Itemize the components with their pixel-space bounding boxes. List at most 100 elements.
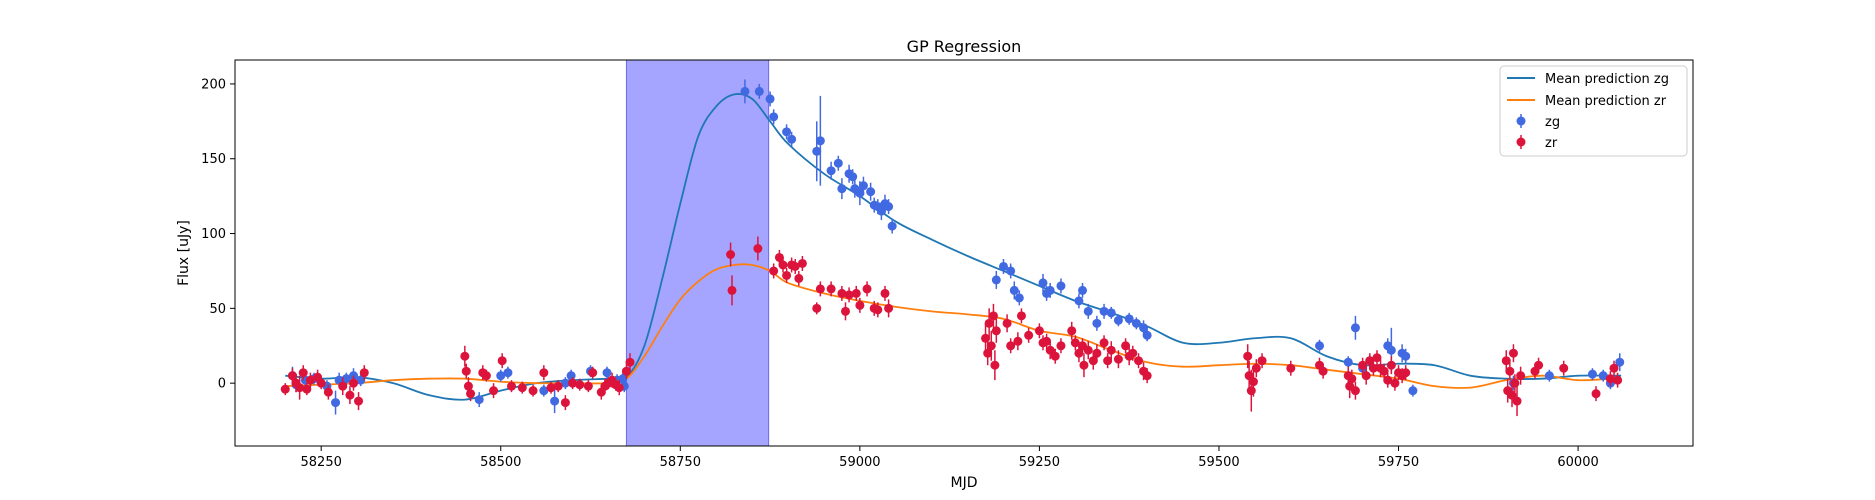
data-point-zr bbox=[349, 378, 359, 388]
data-point-zr bbox=[517, 383, 527, 393]
data-point-zg bbox=[754, 86, 764, 96]
data-point-zg bbox=[787, 134, 797, 144]
data-point-zg bbox=[991, 275, 1001, 285]
data-point-zr bbox=[1516, 371, 1526, 381]
data-point-zr bbox=[539, 368, 549, 378]
data-point-zr bbox=[1508, 348, 1518, 358]
data-point-zg bbox=[1386, 345, 1396, 355]
data-point-zr bbox=[1512, 396, 1522, 406]
data-point-zg bbox=[884, 202, 894, 212]
x-tick-label: 58500 bbox=[480, 455, 521, 470]
data-point-zg bbox=[618, 374, 628, 384]
data-point-zr bbox=[1510, 378, 1520, 388]
data-point-zr bbox=[1534, 360, 1544, 370]
data-point-zr bbox=[837, 288, 847, 298]
data-point-zr bbox=[1006, 341, 1016, 351]
data-point-zr bbox=[287, 371, 297, 381]
data-point-zg bbox=[999, 261, 1009, 271]
data-point-zg bbox=[866, 187, 876, 197]
data-point-zr bbox=[1401, 368, 1411, 378]
data-point-zr bbox=[1142, 371, 1152, 381]
data-point-zr bbox=[782, 270, 792, 280]
data-point-zg bbox=[1099, 306, 1109, 316]
data-point-zr bbox=[753, 244, 763, 254]
data-point-zr bbox=[1559, 363, 1569, 373]
data-point-zg bbox=[566, 371, 576, 381]
data-point-zr bbox=[726, 249, 736, 259]
data-point-zr bbox=[553, 381, 563, 391]
data-point-zr bbox=[1056, 341, 1066, 351]
data-point-zr bbox=[1070, 338, 1080, 348]
data-point-zg bbox=[855, 188, 865, 198]
data-point-zr bbox=[560, 398, 570, 408]
data-point-zr bbox=[1079, 360, 1089, 370]
data-point-zg bbox=[1587, 369, 1597, 379]
data-point-zr bbox=[983, 348, 993, 358]
data-point-zr bbox=[1121, 341, 1131, 351]
data-point-zr bbox=[986, 341, 996, 351]
data-point-zr bbox=[323, 387, 333, 397]
x-tick-label: 58750 bbox=[660, 455, 701, 470]
data-point-zg bbox=[740, 86, 750, 96]
data-point-zg bbox=[876, 206, 886, 216]
data-point-zr bbox=[1042, 336, 1052, 346]
data-point-zr bbox=[1507, 390, 1517, 400]
data-point-zg bbox=[837, 184, 847, 194]
data-point-zr bbox=[1501, 356, 1511, 366]
data-point-zg bbox=[848, 172, 858, 182]
data-point-zr bbox=[1361, 371, 1371, 381]
data-point-zr bbox=[1024, 330, 1034, 340]
data-point-zg bbox=[1142, 330, 1152, 340]
data-point-zr bbox=[990, 360, 1000, 370]
data-point-zg bbox=[1544, 371, 1554, 381]
data-point-zg bbox=[356, 375, 366, 385]
data-point-zr bbox=[851, 288, 861, 298]
legend-label-points-zr: zr bbox=[1545, 136, 1558, 151]
x-axis-ticks: 58250 58500 58750 59000 59250 59500 59750 60000 bbox=[301, 446, 1599, 470]
data-point-zg bbox=[474, 395, 484, 405]
data-point-zg bbox=[1113, 315, 1123, 325]
data-point-zr bbox=[1099, 338, 1109, 348]
data-point-zr bbox=[1591, 389, 1601, 399]
data-point-zr bbox=[507, 381, 517, 391]
data-point-zg bbox=[815, 136, 825, 146]
data-point-zg bbox=[1014, 293, 1024, 303]
data-point-zr bbox=[790, 261, 800, 271]
data-point-zr bbox=[1368, 363, 1378, 373]
data-point-zr bbox=[984, 318, 994, 328]
data-point-zr bbox=[1128, 348, 1138, 358]
data-point-zr bbox=[1613, 375, 1623, 385]
data-point-zr bbox=[815, 284, 825, 294]
points-zr bbox=[280, 236, 1623, 417]
data-point-zr bbox=[774, 252, 784, 262]
data-point-zr bbox=[298, 368, 308, 378]
data-point-zr bbox=[1251, 363, 1261, 373]
data-point-zg bbox=[887, 221, 897, 231]
data-point-zr bbox=[1050, 351, 1060, 361]
legend-label-line-zg: Mean prediction zg bbox=[1545, 72, 1669, 87]
data-point-zr bbox=[614, 383, 624, 393]
data-point-zr bbox=[1067, 326, 1077, 336]
data-point-zg bbox=[1009, 285, 1019, 295]
data-point-zg bbox=[1083, 306, 1093, 316]
chart-title: GP Regression bbox=[907, 37, 1022, 56]
data-point-zr bbox=[1246, 386, 1256, 396]
data-point-zr bbox=[1002, 318, 1012, 328]
x-tick-label: 59000 bbox=[839, 455, 880, 470]
data-point-zr bbox=[778, 260, 788, 270]
legend-label-line-zr: Mean prediction zr bbox=[1545, 94, 1667, 109]
data-point-zr bbox=[528, 386, 538, 396]
data-point-zr bbox=[466, 389, 476, 399]
legend-frame bbox=[1499, 65, 1688, 157]
data-point-zr bbox=[461, 366, 471, 376]
data-point-zr bbox=[359, 368, 369, 378]
data-point-zg bbox=[560, 378, 570, 388]
legend-marker-zg bbox=[1516, 116, 1526, 126]
data-point-zr bbox=[1013, 336, 1023, 346]
plot-area bbox=[234, 59, 1694, 447]
data-point-zr bbox=[884, 303, 894, 313]
data-point-zr bbox=[1379, 366, 1389, 376]
data-point-zr bbox=[862, 284, 872, 294]
data-point-zg bbox=[1106, 308, 1116, 318]
